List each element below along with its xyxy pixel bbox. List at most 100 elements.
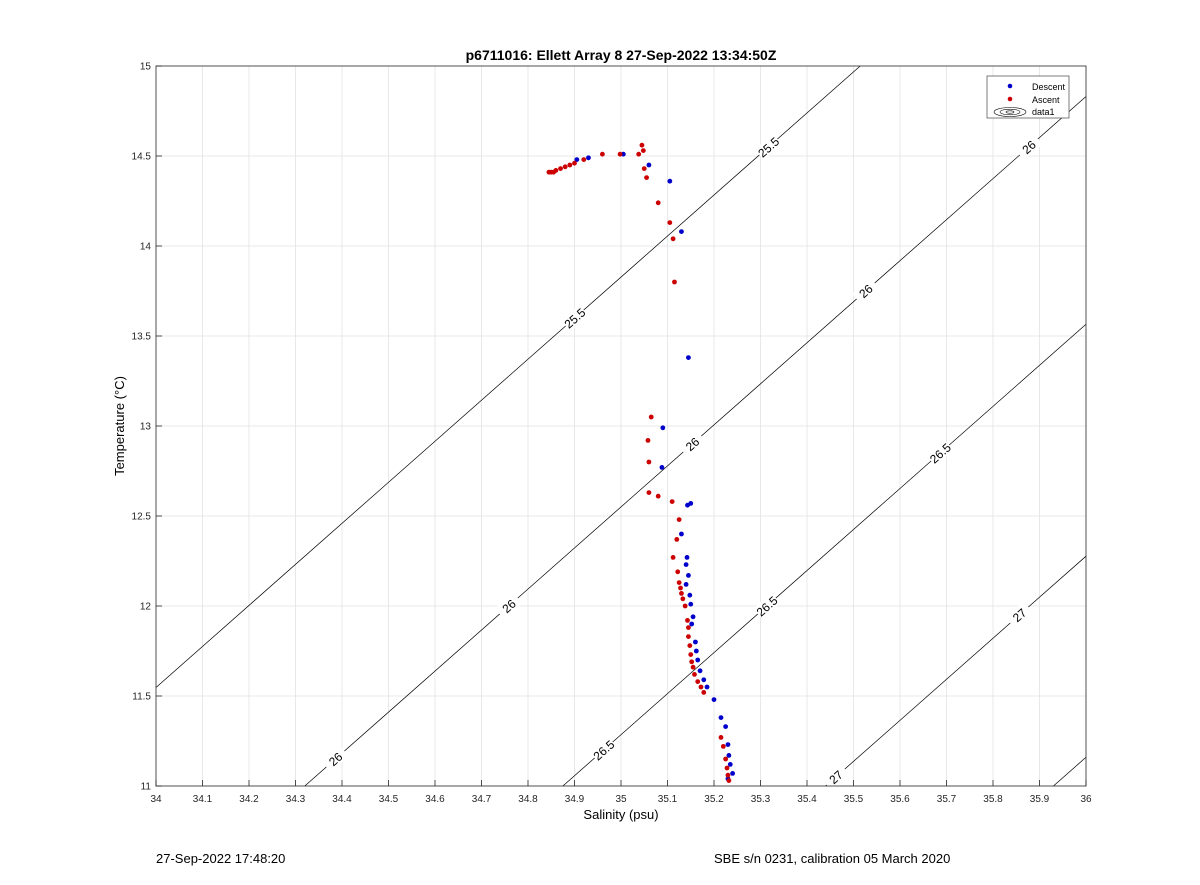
legend: Descent Ascent data1 [986, 75, 1070, 119]
descent-point [687, 592, 693, 598]
ascent-point [553, 168, 559, 173]
axis-ticks: 34 34.1 34.2 34.3 34.4 34.5 34.6 34.7 34.8 34.9 35… [132, 62, 1092, 806]
ascent-point [600, 151, 605, 157]
descent-point [704, 684, 710, 690]
x-tick-label: 34.1 [193, 794, 213, 805]
contour-label-bg [678, 430, 706, 458]
ascent-point [679, 591, 684, 596]
y-tick-label: 14.5 [132, 152, 152, 163]
ascent-point [558, 166, 563, 172]
contour-label-bg [754, 133, 783, 161]
grid [156, 66, 1086, 786]
ascent-point [724, 765, 730, 771]
x-tick-label: 36 [1080, 794, 1092, 805]
legend-contour-icon [993, 107, 1027, 117]
contour-label-bg [822, 763, 850, 791]
x-tick-label: 34.6 [425, 794, 445, 805]
x-tick-label: 35.8 [983, 794, 1003, 805]
descent-point [667, 178, 673, 184]
ascent-point [686, 634, 691, 639]
ascent-point [670, 236, 676, 242]
x-tick-label: 35.4 [797, 794, 817, 805]
descent-point [683, 582, 689, 587]
descent-point [725, 742, 731, 747]
y-tick-label: 15 [140, 62, 152, 73]
ascent-point [692, 672, 697, 677]
descent-point [586, 155, 591, 161]
ascent-point [685, 618, 690, 623]
descent-point [718, 715, 724, 720]
descent-point [701, 677, 707, 683]
y-tick-label: 14 [140, 242, 152, 253]
ascent-point [680, 596, 686, 602]
descent-point [679, 531, 684, 537]
ascent-point [701, 690, 707, 695]
ascent-point [646, 459, 652, 465]
ascent-point [670, 555, 676, 560]
descent-point [727, 762, 733, 767]
descent-point [693, 648, 699, 654]
contour-label-bg [590, 736, 618, 764]
ascent-point [645, 438, 651, 443]
descent-point [684, 555, 690, 560]
descent-point [726, 753, 732, 758]
ascent-point [639, 142, 645, 148]
legend-ascent-label: Ascent [1032, 95, 1060, 105]
ascent-point [648, 414, 654, 420]
ascent-point [686, 625, 691, 630]
descent-point [683, 562, 689, 567]
x-tick-label: 34.5 [379, 794, 399, 805]
ascent-point [655, 493, 661, 499]
ascent-point [655, 200, 661, 206]
ascent-point [682, 603, 688, 609]
x-axis-label: Salinity (psu) [583, 807, 658, 822]
contour-label-bg [321, 745, 350, 773]
contour-line [825, 555, 1087, 787]
contour-line [562, 324, 1087, 787]
footer-timestamp: 27-Sep-2022 17:48:20 [156, 851, 286, 866]
x-tick-label: 34.4 [332, 794, 352, 805]
ascent-point [687, 643, 693, 648]
ascent-point [641, 166, 647, 172]
legend-descent-marker [1007, 83, 1013, 89]
descent-point [659, 465, 665, 470]
x-tick-label: 35.9 [1030, 794, 1050, 805]
contour-label-bg [852, 277, 880, 305]
contour-label-bg [753, 592, 781, 620]
ascent-point [572, 160, 577, 166]
ascent-point [675, 569, 681, 575]
ascent-point [726, 778, 732, 783]
ascent-point [581, 157, 587, 163]
legend-descent-label: Descent [1032, 82, 1066, 92]
ascent-point [676, 580, 682, 585]
ascent-point [644, 175, 649, 181]
x-tick-label: 35.1 [658, 794, 678, 805]
descent-point [646, 162, 652, 168]
descent-point [730, 771, 735, 776]
contour-line [1053, 757, 1087, 787]
descent-point [693, 639, 698, 645]
ascent-point [698, 684, 704, 690]
descent-point [688, 601, 694, 607]
y-tick-label: 12.5 [132, 512, 152, 523]
ascent-point [678, 585, 683, 591]
legend-ascent-marker [1007, 96, 1013, 102]
ascent-point [688, 652, 694, 657]
ascent-point [646, 490, 652, 495]
ascent-point [689, 659, 695, 665]
ascent-point [669, 499, 675, 504]
descent-point [695, 657, 701, 663]
descent-point [689, 621, 695, 627]
footer-calibration: SBE s/n 0231, calibration 05 March 2020 [714, 851, 951, 866]
ascent-point [617, 151, 623, 157]
x-tick-label: 35.2 [704, 794, 724, 805]
ascent-point [640, 148, 646, 154]
descent-point [711, 697, 717, 702]
ascent-point [667, 220, 673, 226]
descent-point [686, 355, 691, 360]
y-tick-label: 12 [140, 602, 152, 613]
y-tick-label: 11.5 [132, 692, 151, 703]
ascent-point [718, 735, 724, 740]
y-tick-label: 13.5 [132, 332, 152, 343]
